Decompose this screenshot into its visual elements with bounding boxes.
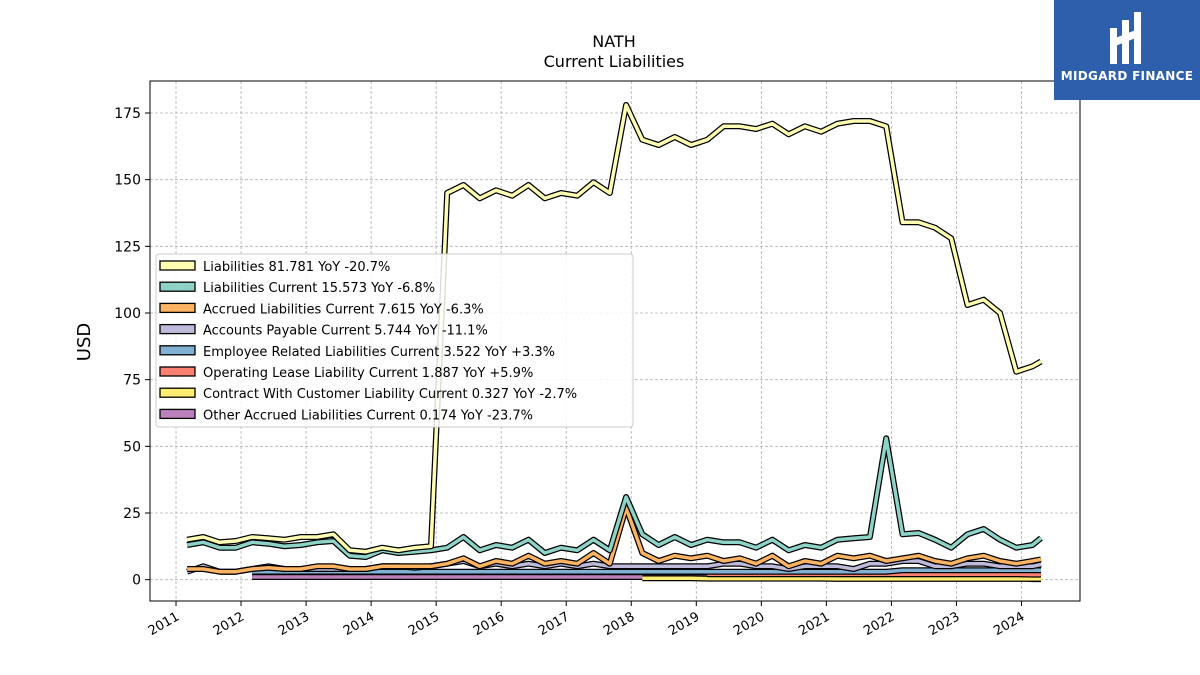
legend: Liabilities 81.781 YoY -20.7% Liabilities…	[155, 253, 634, 428]
legend-entry: Liabilities 81.781 YoY -20.7%	[203, 260, 390, 275]
series-line	[642, 576, 1041, 581]
x-tick-label: 2011	[146, 609, 182, 639]
chart-subtitle: Current Liabilities	[544, 52, 685, 71]
brand-name: MIDGARD FINANCE	[1060, 69, 1194, 83]
x-tick-label: 2018	[601, 609, 637, 639]
brand-mark-icon	[1110, 12, 1141, 64]
x-tick-label: 2013	[276, 609, 312, 639]
series-contract-with-customer-liability-current	[642, 575, 1041, 582]
legend-swatch	[159, 323, 196, 335]
y-tick-label: 125	[114, 239, 141, 255]
legend-entry: Accrued Liabilities Current 7.615 YoY -6…	[203, 302, 484, 317]
series-line	[186, 103, 1042, 554]
y-tick-label: 25	[123, 506, 141, 522]
x-tick-label: 2014	[341, 609, 377, 639]
x-tick-label: 2020	[731, 609, 767, 639]
series-layer	[186, 102, 1043, 583]
x-tick-label: 2019	[666, 609, 702, 639]
legend-swatch	[159, 387, 196, 398]
y-tick-label: 0	[132, 573, 141, 589]
y-tick-label: 175	[114, 106, 141, 122]
legend-swatch	[159, 302, 196, 314]
legend-box	[155, 253, 634, 428]
series-line	[187, 505, 1042, 574]
x-tick-label: 2021	[796, 609, 832, 639]
legend-swatch	[159, 345, 196, 356]
legend-swatch	[159, 366, 196, 377]
x-tick-label: 2023	[926, 609, 962, 639]
series-employee-related-liabilities-current	[252, 567, 1041, 575]
legend-swatch	[159, 408, 196, 420]
legend-entry: Contract With Customer Liability Current…	[203, 387, 577, 402]
legend-entry: Other Accrued Liabilities Current 0.174 …	[203, 408, 533, 423]
legend-entry: Employee Related Liabilities Current 3.5…	[203, 345, 555, 360]
x-tick-label: 2024	[991, 609, 1027, 639]
y-tick-label: 150	[114, 173, 141, 189]
y-axis-label: USD	[74, 323, 95, 361]
legend-entry: Operating Lease Liability Current 1.887 …	[203, 366, 533, 381]
x-tick-label: 2015	[406, 609, 442, 639]
legend-entry: Accounts Payable Current 5.744 YoY -11.1…	[203, 324, 488, 339]
legend-entry: Liabilities Current 15.573 YoY -6.8%	[203, 281, 435, 296]
series-line	[252, 568, 1041, 574]
plot-frame	[149, 80, 1081, 602]
legend-swatch	[159, 281, 196, 292]
brand-logo: MIDGARD FINANCE	[1054, 0, 1200, 100]
y-tick-label: 50	[123, 439, 141, 455]
series-liabilities-current	[186, 435, 1043, 560]
y-tick-label: 100	[114, 306, 141, 322]
x-tick-label: 2017	[536, 609, 572, 639]
x-tick-label: 2016	[471, 609, 507, 639]
series-accrued-liabilities-current	[187, 504, 1042, 575]
series-liabilities	[186, 102, 1043, 555]
x-tick-label: 2012	[211, 609, 247, 639]
legend-swatch	[159, 260, 196, 271]
chart-title: NATH	[592, 32, 635, 51]
y-tick-label: 75	[123, 373, 141, 389]
series-line	[186, 436, 1043, 559]
x-tick-label: 2022	[861, 609, 897, 639]
